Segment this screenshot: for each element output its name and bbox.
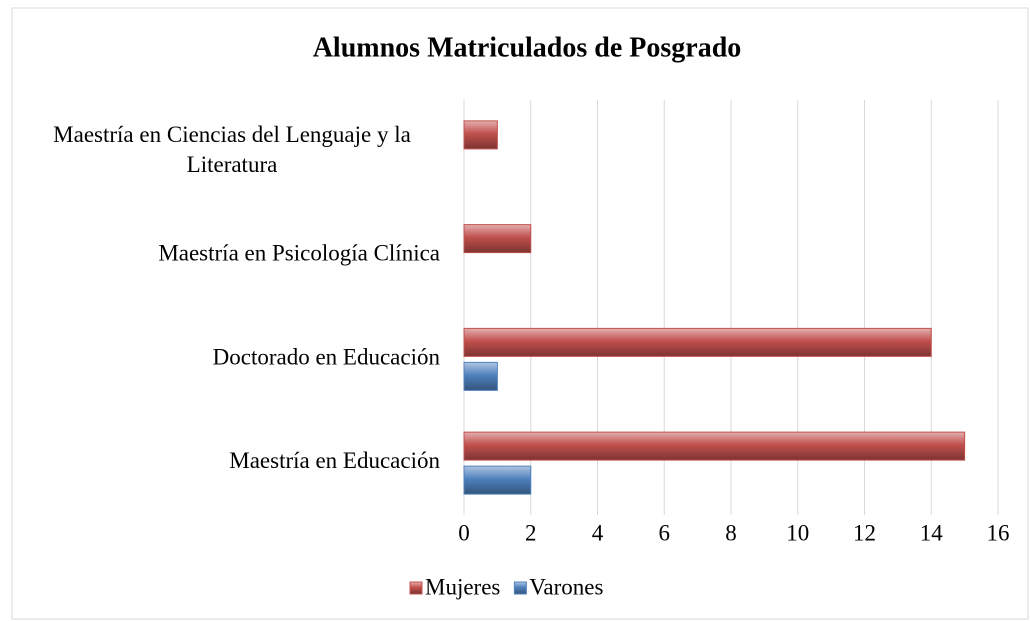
bar — [463, 431, 966, 461]
legend-label: Varones — [529, 574, 603, 599]
x-tick-label: 6 — [659, 520, 671, 545]
x-tick-label: 0 — [458, 520, 470, 545]
y-tick-label: Maestría en Educación — [229, 448, 440, 473]
label-line: Doctorado en Educación — [213, 345, 441, 370]
bar — [463, 327, 932, 357]
x-tick-label: 2 — [525, 520, 537, 545]
label-line: Maestría en Educación — [229, 448, 440, 473]
bar — [463, 361, 498, 391]
label-line: Literatura — [187, 152, 278, 177]
x-tick-label: 4 — [592, 520, 604, 545]
bar — [463, 465, 532, 495]
y-tick-label: Maestría en Ciencias del Lenguaje y la Li… — [53, 122, 411, 177]
label-line: Maestría en Psicología Clínica — [158, 241, 440, 266]
bar — [463, 224, 532, 254]
legend-label: Mujeres — [425, 574, 500, 599]
chart-title: Alumnos Matriculados de Posgrado — [313, 32, 742, 63]
label-line: Maestría en Ciencias del Lenguaje y la — [53, 122, 411, 147]
legend-swatch — [513, 581, 527, 595]
x-tick-label: 16 — [987, 520, 1010, 545]
y-tick-label: Maestría en Psicología Clínica — [158, 241, 440, 266]
x-tick-label: 8 — [725, 520, 737, 545]
legend-swatch — [409, 581, 423, 595]
x-tick-label: 10 — [786, 520, 809, 545]
chart-border — [11, 7, 1029, 620]
x-tick-label: 12 — [853, 520, 876, 545]
y-tick-label: Doctorado en Educación — [213, 345, 441, 370]
bar — [463, 120, 498, 150]
x-tick-label: 14 — [920, 520, 944, 545]
